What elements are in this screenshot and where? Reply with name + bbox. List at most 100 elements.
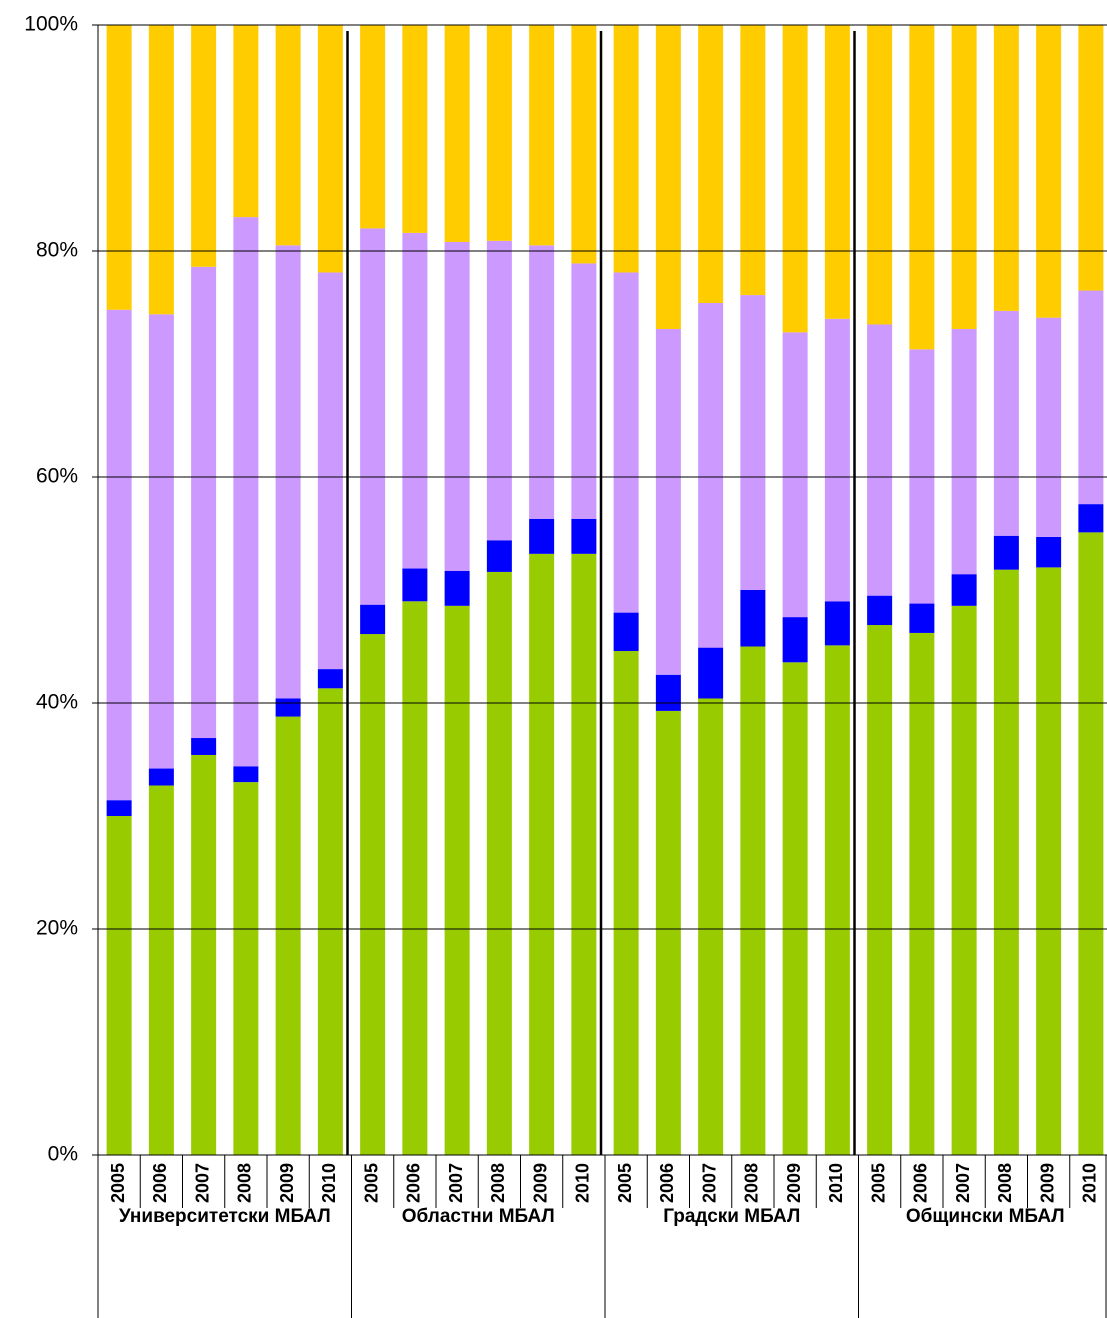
x-tick-label: 2005: [868, 1163, 888, 1203]
bar-segment: [233, 766, 259, 783]
y-tick-label: 80%: [36, 239, 78, 262]
bar-segment: [233, 782, 259, 1155]
group-label: Общински МБАЛ: [905, 1206, 1065, 1227]
y-tick-label: 100%: [24, 13, 78, 36]
bar-segment: [698, 25, 724, 303]
bar-segment: [191, 25, 217, 267]
bar-segment: [275, 716, 301, 1155]
bar-segment: [824, 601, 850, 646]
bar-segment: [740, 25, 766, 296]
bar-segment: [1078, 532, 1104, 1155]
bar-segment: [486, 571, 512, 1155]
bar-segment: [317, 669, 343, 689]
bar-segment: [698, 698, 724, 1155]
bar-segment: [571, 263, 597, 519]
bar-segment: [444, 241, 470, 571]
bar-segment: [529, 553, 555, 1155]
x-tick-label: 2008: [742, 1163, 762, 1203]
bar-segment: [317, 272, 343, 670]
x-tick-label: 2008: [488, 1163, 508, 1203]
x-tick-label: 2007: [699, 1163, 719, 1203]
bar-segment: [782, 617, 808, 663]
bar-segment: [275, 698, 301, 717]
bar-segment: [909, 25, 935, 350]
bar-segment: [1078, 504, 1104, 533]
bar-segment: [782, 662, 808, 1155]
x-tick-label: 2005: [615, 1163, 635, 1203]
bar-segment: [317, 688, 343, 1155]
bar-segment: [951, 25, 977, 329]
bar-segment: [909, 603, 935, 633]
bar-segment: [993, 535, 1019, 570]
bar-segment: [486, 240, 512, 541]
y-tick-label: 20%: [36, 917, 78, 940]
x-tick-label: 2010: [826, 1163, 846, 1203]
bar-segment: [740, 590, 766, 647]
bar-segment: [909, 349, 935, 604]
bar-segment: [740, 295, 766, 590]
bar-segment: [148, 785, 174, 1155]
bar-segment: [698, 302, 724, 648]
bar-segment: [529, 245, 555, 519]
bar-segment: [951, 328, 977, 575]
bar-segment: [993, 310, 1019, 536]
x-tick-label: 2008: [995, 1163, 1015, 1203]
bar-segment: [613, 25, 639, 273]
bar-segment: [317, 25, 343, 273]
bar-segment: [824, 318, 850, 602]
bar-segment: [782, 332, 808, 618]
x-tick-label: 2006: [404, 1163, 424, 1203]
group-label: Градски МБАЛ: [663, 1206, 801, 1227]
bar-segment: [233, 217, 259, 767]
bar-segment: [867, 324, 893, 596]
bar-segment: [613, 612, 639, 652]
bar-segment: [571, 518, 597, 554]
bar-segment: [951, 605, 977, 1155]
bar-segment: [106, 816, 132, 1155]
bar-segment: [486, 25, 512, 241]
bar-segment: [571, 25, 597, 264]
x-tick-label: 2010: [1080, 1163, 1100, 1203]
x-tick-label: 2007: [953, 1163, 973, 1203]
bar-segment: [1036, 317, 1062, 537]
bar-segment: [1078, 25, 1104, 291]
bar-segment: [824, 25, 850, 319]
bar-segment: [529, 518, 555, 554]
bar-segment: [1036, 25, 1062, 318]
y-tick-label: 0%: [48, 1143, 78, 1166]
x-tick-label: 2006: [150, 1163, 170, 1203]
bar-segment: [360, 228, 386, 605]
bar-segment: [1078, 290, 1104, 505]
bar-segment: [444, 605, 470, 1155]
bar-segment: [655, 674, 681, 711]
x-tick-label: 2010: [573, 1163, 593, 1203]
bar-segment: [360, 604, 386, 635]
bar-segment: [106, 309, 132, 801]
bar-segment: [402, 601, 428, 1155]
bar-segment: [824, 645, 850, 1155]
bar-segment: [867, 595, 893, 626]
x-tick-label: 2009: [530, 1163, 550, 1203]
bar-segment: [148, 314, 174, 769]
bar-segment: [867, 25, 893, 325]
bar-segment: [402, 25, 428, 233]
y-tick-label: 40%: [36, 691, 78, 714]
bar-segment: [233, 25, 259, 218]
bar-segment: [698, 647, 724, 699]
bar-segment: [360, 25, 386, 229]
bar-segment: [867, 625, 893, 1155]
bar-segment: [191, 266, 217, 739]
bar-segment: [613, 272, 639, 613]
x-tick-label: 2005: [108, 1163, 128, 1203]
bar-segment: [106, 800, 132, 816]
bar-segment: [402, 568, 428, 602]
x-tick-label: 2006: [911, 1163, 931, 1203]
bar-segment: [1036, 536, 1062, 568]
x-tick-label: 2006: [657, 1163, 677, 1203]
bar-segment: [1036, 567, 1062, 1155]
x-tick-label: 2009: [784, 1163, 804, 1203]
group-label: Университетски МБАЛ: [118, 1206, 331, 1227]
bar-segment: [571, 553, 597, 1155]
